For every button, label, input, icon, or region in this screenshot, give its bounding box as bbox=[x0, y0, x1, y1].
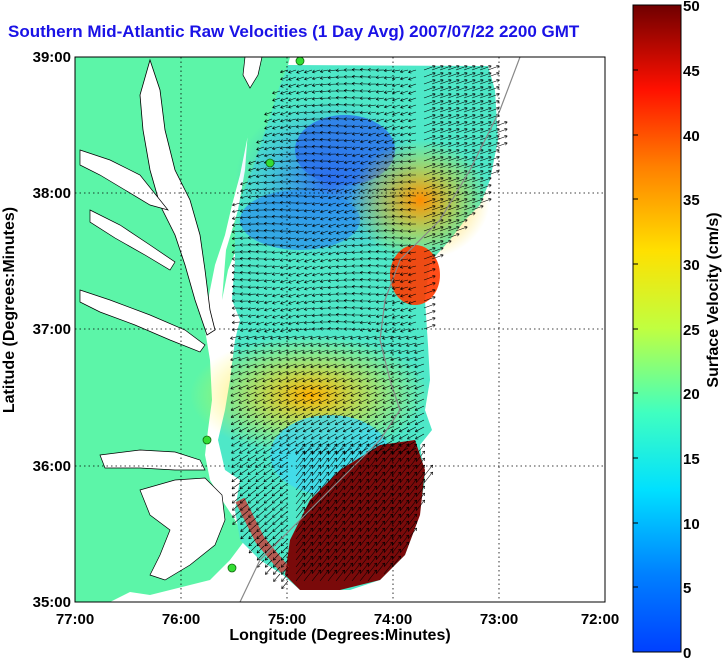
colorbar-tick: 45 bbox=[683, 63, 700, 80]
colorbar-tick: 15 bbox=[683, 451, 700, 468]
lon-tick: 74:00 bbox=[374, 611, 412, 628]
lat-tick: 38:00 bbox=[33, 185, 71, 202]
orange-spot bbox=[390, 245, 440, 305]
colorbar-label: Surface Velocity (cm/s) bbox=[705, 212, 722, 387]
colorbar-tick: 20 bbox=[683, 386, 700, 403]
rappahannock-river bbox=[89, 209, 176, 271]
chesapeake-bay bbox=[139, 58, 216, 336]
blue-low-zone-3 bbox=[240, 190, 360, 250]
pamlico-sound bbox=[139, 477, 226, 581]
colorbar bbox=[632, 4, 682, 653]
lat-tick: 39:00 bbox=[33, 49, 71, 66]
station-marker bbox=[202, 435, 212, 445]
y-axis-label: Latitude (Degrees:Minutes) bbox=[1, 207, 18, 413]
potomac-river bbox=[79, 149, 169, 211]
colorbar-tick: 25 bbox=[683, 322, 700, 339]
colorbar-tick: 35 bbox=[683, 192, 700, 209]
shelf-break-contour bbox=[239, 57, 521, 602]
station-marker bbox=[227, 563, 237, 573]
lon-tick: 73:00 bbox=[480, 611, 518, 628]
yellow-band-north bbox=[350, 140, 490, 260]
lon-tick: 72:00 bbox=[581, 611, 619, 628]
lat-tick: 35:00 bbox=[33, 594, 71, 611]
delaware-bay bbox=[242, 57, 263, 89]
colorbar-tick: 30 bbox=[683, 257, 700, 274]
colorbar-tick: 50 bbox=[683, 0, 700, 15]
albemarle-sound bbox=[99, 449, 206, 471]
colorbar-tick: 40 bbox=[683, 128, 700, 145]
grid-lines bbox=[75, 57, 605, 602]
lon-tick: 77:00 bbox=[56, 611, 94, 628]
map-title: Southern Mid-Atlantic Raw Velocities (1 … bbox=[8, 22, 580, 41]
plot-frame bbox=[74, 56, 606, 603]
station-marker bbox=[265, 158, 275, 168]
x-axis-label: Longitude (Degrees:Minutes) bbox=[229, 627, 450, 644]
velocity-vectors bbox=[230, 65, 508, 589]
james-river bbox=[79, 289, 206, 353]
colorbar-tick: 10 bbox=[683, 516, 700, 533]
lon-tick: 76:00 bbox=[162, 611, 200, 628]
radar-stations bbox=[202, 57, 305, 573]
vector-arrows bbox=[230, 65, 508, 589]
lat-tick: 37:00 bbox=[33, 321, 71, 338]
gulf-stream-edge bbox=[235, 497, 289, 574]
colorbar-tick: 5 bbox=[683, 580, 691, 597]
colorbar-tick: 0 bbox=[683, 645, 691, 659]
lon-tick: 75:00 bbox=[268, 611, 306, 628]
station-marker bbox=[295, 57, 305, 66]
lat-tick: 36:00 bbox=[33, 458, 71, 475]
